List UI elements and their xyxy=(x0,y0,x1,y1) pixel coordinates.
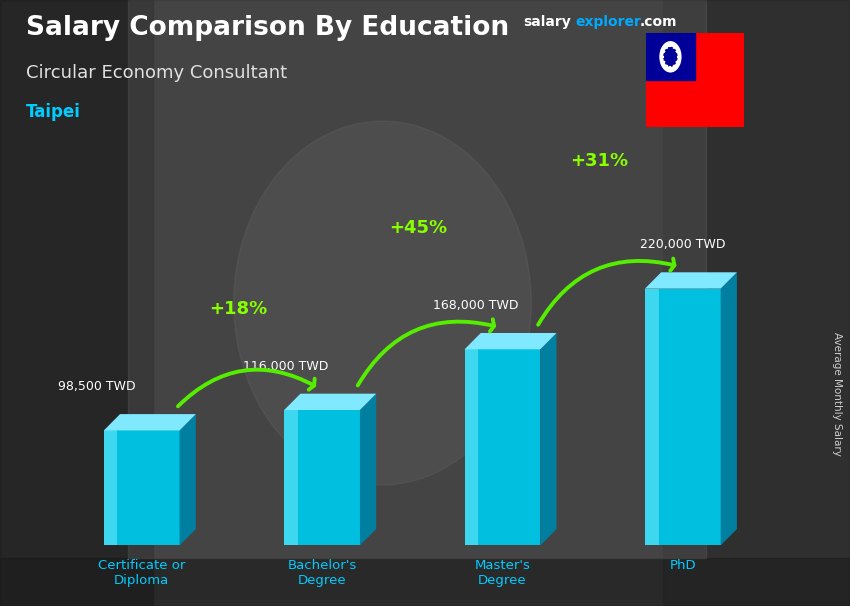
Text: +18%: +18% xyxy=(209,300,267,318)
Polygon shape xyxy=(465,349,479,545)
Text: 220,000 TWD: 220,000 TWD xyxy=(640,238,726,251)
Polygon shape xyxy=(360,394,377,545)
Text: 168,000 TWD: 168,000 TWD xyxy=(433,299,518,312)
Polygon shape xyxy=(465,349,541,545)
Polygon shape xyxy=(645,288,659,545)
Polygon shape xyxy=(645,288,721,545)
Polygon shape xyxy=(721,272,737,545)
Text: Taipei: Taipei xyxy=(26,103,81,121)
Polygon shape xyxy=(104,430,179,545)
Text: .com: .com xyxy=(639,15,677,29)
Polygon shape xyxy=(645,272,737,288)
Text: 98,500 TWD: 98,500 TWD xyxy=(58,380,135,393)
Bar xyxy=(128,0,706,558)
Circle shape xyxy=(664,47,677,66)
Bar xyxy=(0,558,850,606)
Bar xyxy=(0,0,153,606)
Circle shape xyxy=(660,42,681,72)
Text: Average Monthly Salary: Average Monthly Salary xyxy=(832,332,842,456)
Polygon shape xyxy=(179,414,196,545)
Text: +31%: +31% xyxy=(570,152,628,170)
Text: salary: salary xyxy=(523,15,570,29)
Text: explorer: explorer xyxy=(575,15,641,29)
Text: Salary Comparison By Education: Salary Comparison By Education xyxy=(26,15,508,41)
Text: Circular Economy Consultant: Circular Economy Consultant xyxy=(26,64,286,82)
Polygon shape xyxy=(104,430,117,545)
Polygon shape xyxy=(284,410,298,545)
Ellipse shape xyxy=(234,121,531,485)
Polygon shape xyxy=(104,414,196,430)
Bar xyxy=(646,33,694,80)
Text: 116,000 TWD: 116,000 TWD xyxy=(243,360,329,373)
Polygon shape xyxy=(284,394,377,410)
Bar xyxy=(663,0,850,606)
Polygon shape xyxy=(465,333,557,349)
Text: +45%: +45% xyxy=(389,219,448,237)
Polygon shape xyxy=(284,410,360,545)
Polygon shape xyxy=(541,333,557,545)
